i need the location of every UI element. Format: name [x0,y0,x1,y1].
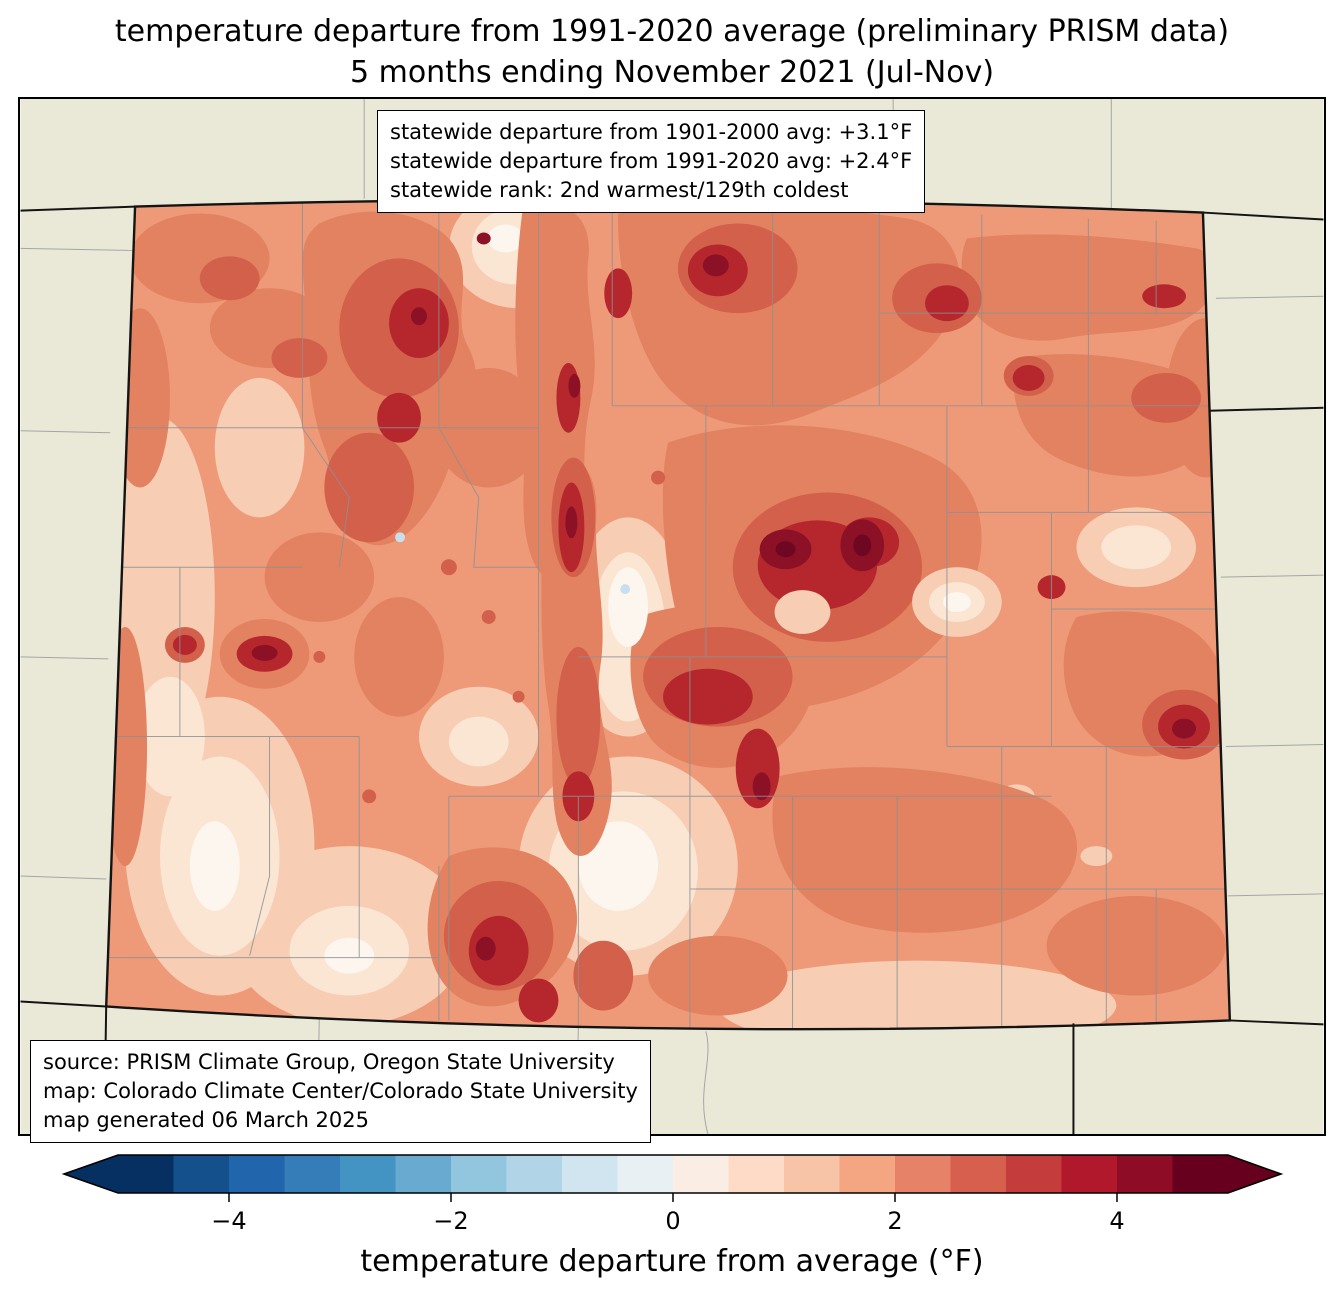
stats-box: statewide departure from 1901-2000 avg: … [377,110,926,213]
cool-spots [395,532,631,595]
colorbar-label: temperature departure from average (°F) [360,1244,984,1279]
svg-text:2: 2 [887,1207,902,1235]
temperature-fill-layer [106,199,1230,1030]
colorbar-outline [61,1154,1284,1194]
colorado-map-svg [20,99,1324,1134]
svg-text:0: 0 [665,1207,680,1235]
stats-line-1: statewide departure from 1901-2000 avg: … [390,120,913,144]
stats-line-2: statewide departure from 1991-2020 avg: … [390,148,913,173]
deepest-maroon-dots [775,534,872,558]
white-anomaly-cores [189,224,659,974]
page-title-line1: temperature departure from 1991-2020 ave… [114,14,1230,49]
svg-text:4: 4 [1109,1207,1124,1235]
colorbar-ticks: −4 −2 0 2 4 [211,1193,1125,1235]
stats-line-3: statewide rank: 2nd warmest/129th coldes… [390,177,849,202]
pale-hole-spots [608,525,1172,647]
colorbar: −4 −2 0 2 4 [61,1154,1284,1235]
source-box: source: PRISM Climate Group, Oregon Stat… [30,1040,651,1143]
source-line-3: map generated 06 March 2025 [43,1107,370,1132]
svg-text:−2: −2 [433,1207,468,1235]
source-line-2: map: Colorado Climate Center/Colorado St… [43,1078,638,1103]
map-axes-frame [18,97,1326,1136]
svg-text:−4: −4 [211,1207,246,1235]
county-boundaries [106,199,1226,1030]
page-title-line2: 5 months ending November 2021 (Jul-Nov) [349,55,995,90]
source-line-1: source: PRISM Climate Group, Oregon Stat… [43,1050,615,1074]
colorbar-segments [64,1155,1281,1193]
